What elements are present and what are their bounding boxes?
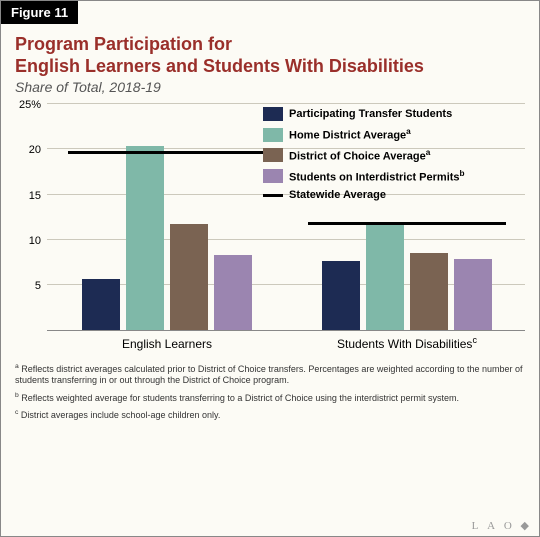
y-tick-label: 25% [11,99,41,111]
bar-participating [322,261,360,331]
lao-watermark: L A O ◆ [472,519,529,532]
legend-swatch [263,128,283,142]
legend-item: Participating Transfer Students [263,107,523,121]
bar-permits [214,255,252,330]
bar-participating [82,279,120,331]
legend-item: District of Choice Averagea [263,148,523,163]
legend-label: District of Choice Averagea [289,148,430,163]
bar-permits [454,259,492,330]
y-tick-label: 10 [11,235,41,247]
statewide-average-line [68,151,266,154]
figure-container: Figure 11 Program Participation for Engl… [0,0,540,537]
legend-item: Home District Averagea [263,127,523,142]
y-tick-label: 15 [11,190,41,202]
legend-label: Statewide Average [289,189,386,201]
bar-home [126,146,164,330]
y-tick-label: 20 [11,144,41,156]
footnote-c: c District averages include school-age c… [15,409,525,421]
legend-swatch [263,107,283,121]
legend: Participating Transfer Students Home Dist… [263,107,523,207]
title-line-1: Program Participation for [15,34,232,54]
gridline [47,103,525,104]
legend-label: Home District Averagea [289,127,411,142]
y-tick-label: 5 [11,280,41,292]
legend-label: Students on Interdistrict Permitsb [289,169,465,184]
title-line-2: English Learners and Students With Disab… [15,56,424,76]
legend-item-statewide: Statewide Average [263,189,523,201]
bar-group [82,146,252,330]
bar-group [322,224,492,330]
footnotes: a Reflects district averages calculated … [1,355,539,421]
chart-title: Program Participation for English Learne… [15,34,525,77]
title-block: Program Participation for English Learne… [1,24,539,99]
legend-label: Participating Transfer Students [289,108,452,120]
x-category-label: English Learners [47,337,287,351]
figure-label-tab: Figure 11 [1,1,78,24]
x-category-label: Students With Disabilitiesc [287,335,527,351]
legend-line-swatch [263,194,283,197]
legend-swatch [263,148,283,162]
legend-swatch [263,169,283,183]
bar-choice [410,253,448,330]
footnote-b: b Reflects weighted average for students… [15,392,525,404]
bar-home [366,224,404,330]
bar-choice [170,224,208,331]
chart-area: Participating Transfer Students Home Dist… [11,105,529,355]
legend-item: Students on Interdistrict Permitsb [263,169,523,184]
statewide-average-line [308,222,506,225]
footnote-a: a Reflects district averages calculated … [15,363,525,387]
chart-subtitle: Share of Total, 2018-19 [15,79,525,95]
